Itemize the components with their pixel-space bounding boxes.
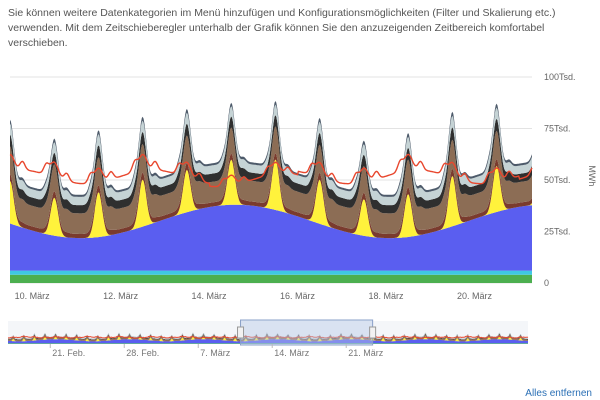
nav-area-yellow	[8, 336, 528, 342]
y-tick-label: 0	[544, 278, 549, 288]
navigator-tick-label: 21. März	[348, 348, 384, 358]
area-darkred	[10, 153, 532, 239]
y-tick-label: 50Tsd.	[544, 175, 571, 185]
navigator-tick-label: 14. März	[274, 348, 310, 358]
line-load	[9, 153, 533, 188]
area-slate	[10, 101, 532, 197]
nav-area-base	[8, 343, 528, 344]
intro-text: Sie können weitere Datenkategorien im Me…	[8, 7, 556, 49]
nav-area-black	[8, 333, 528, 340]
nav-area-lightgray	[8, 332, 528, 340]
nav-line-load	[8, 335, 529, 339]
area-black	[10, 115, 532, 214]
main-chart: 0 25Tsd. 50Tsd. 75Tsd. 100Tsd. MWh 10. März 12.…	[9, 72, 597, 300]
area-yellow	[10, 159, 532, 239]
x-tick-label: 20. März	[457, 291, 493, 300]
y-axis-label: MWh	[587, 165, 597, 186]
y-tick-label: 25Tsd.	[544, 227, 571, 237]
x-tick-label: 12. März	[103, 291, 139, 300]
navigator-handle-left[interactable]	[237, 326, 245, 339]
navigator-handle-right[interactable]	[369, 326, 377, 339]
area-blue	[10, 204, 532, 271]
x-tick-label: 16. März	[280, 291, 316, 300]
area-brown	[10, 126, 532, 234]
area-base	[10, 274, 532, 283]
y-tick-label: 75Tsd.	[544, 124, 571, 134]
x-tick-label: 10. März	[15, 291, 51, 300]
remove-all-link[interactable]: Alles entfernen	[525, 388, 592, 399]
navigator-tick-label: 21. Feb.	[52, 348, 85, 358]
y-tick-label: 100Tsd.	[544, 72, 576, 82]
navigator-window[interactable]	[240, 319, 374, 346]
x-tick-label: 14. März	[192, 291, 228, 300]
area-cyan	[10, 270, 532, 275]
x-tick-label: 18. März	[369, 291, 405, 300]
navigator-tick-label: 28. Feb.	[126, 348, 159, 358]
navigator-tick-label: 7. März	[200, 348, 231, 358]
nav-area-blue	[8, 339, 528, 344]
area-lightgray	[10, 104, 532, 206]
